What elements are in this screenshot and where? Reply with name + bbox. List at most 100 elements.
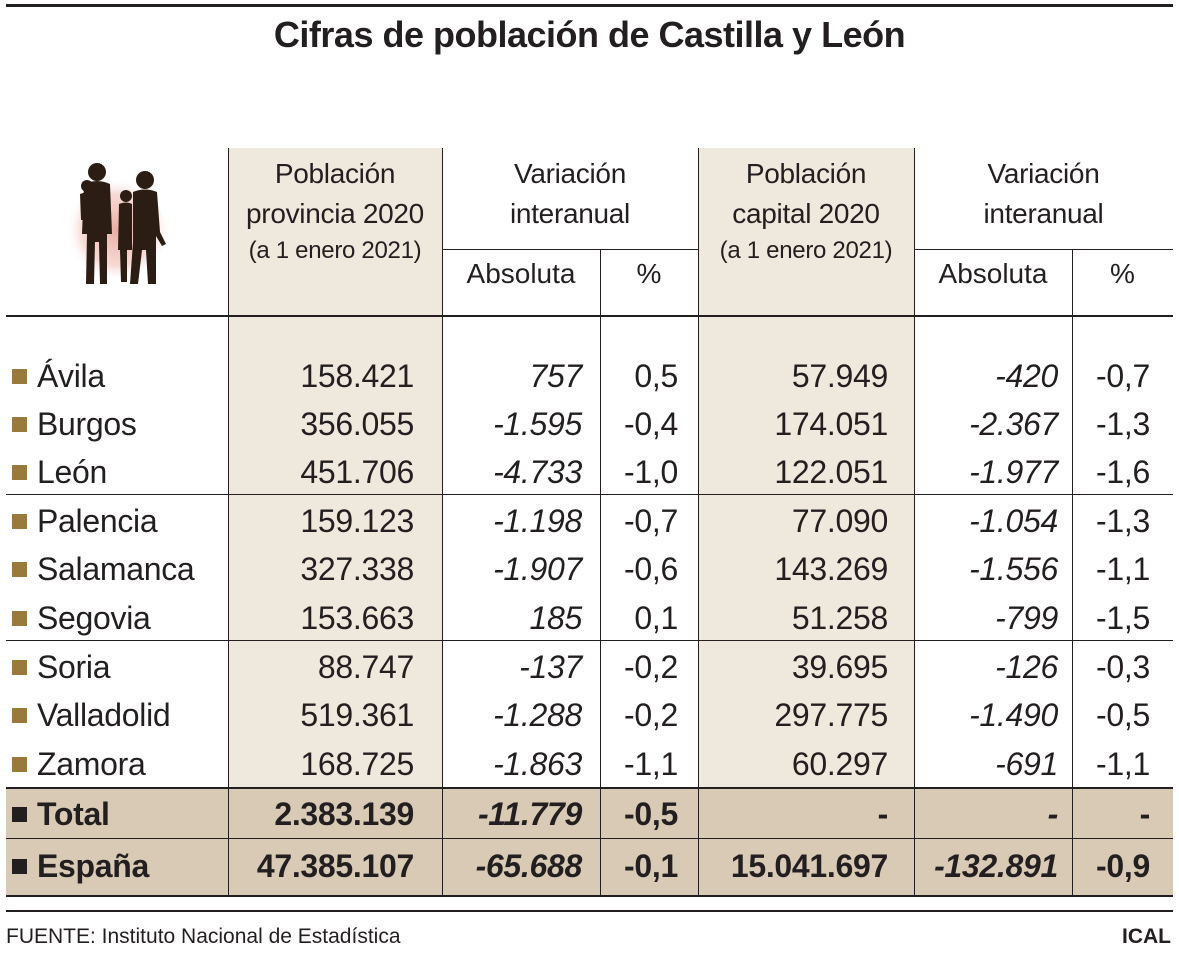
divider-v3 — [600, 249, 601, 896]
cell-pct-cap: -1,5 — [1096, 600, 1150, 636]
cell-pct-cap: -0,5 — [1096, 697, 1150, 733]
cell-pop-cap: 297.775 — [774, 697, 888, 733]
row-label: Palencia — [37, 503, 158, 539]
bullet-square — [12, 369, 27, 384]
table-row: Zamora 168.725 -1.863 -1,1 60.297 -691 -1,1 — [0, 740, 1179, 788]
row-label: España — [37, 848, 150, 884]
cell-pct-prov: -1,1 — [624, 746, 678, 782]
cell-abs-cap: -1.054 — [969, 503, 1058, 539]
table-row: Valladolid 519.361 -1.288 -0,2 297.775 -1.490… — [0, 691, 1179, 739]
divider-v5 — [914, 148, 915, 896]
cell-pct-cap: -0,3 — [1096, 649, 1150, 685]
totals-top-line — [6, 787, 1173, 789]
cell-pop-cap: 51.258 — [791, 600, 888, 636]
cell-pct-prov: -1,0 — [624, 454, 678, 490]
row-name: Burgos — [12, 400, 137, 448]
table-row: Palencia 159.123 -1.198 -0,7 77.090 -1.054 -1,… — [0, 497, 1179, 545]
table-row: Total 2.383.139 -11.779 -0,5 - - - — [0, 790, 1179, 838]
cell-pop-cap: 60.297 — [791, 746, 888, 782]
bullet-square — [12, 660, 27, 675]
cell-abs-cap: -126 — [995, 649, 1058, 685]
header-variacion-provincia-line2: interanual — [510, 198, 630, 229]
cell-pct-prov: -0,7 — [624, 503, 678, 539]
divider-v2 — [442, 148, 443, 896]
credit-label: ICAL — [1122, 925, 1171, 948]
table-row: Salamanca 327.338 -1.907 -0,6 143.269 -1.556 -… — [0, 545, 1179, 593]
cell-abs-prov: -1.198 — [493, 503, 582, 539]
cell-pop-prov: 451.706 — [300, 454, 414, 490]
cell-pop-cap: 57.949 — [791, 358, 888, 394]
cell-pop-prov: 153.663 — [300, 600, 414, 636]
cell-pct-cap: -1,6 — [1096, 454, 1150, 490]
bullet-square — [12, 611, 27, 626]
cell-pct-prov: 0,5 — [634, 358, 678, 394]
table-row: Burgos 356.055 -1.595 -0,4 174.051 -2.367 -1,3 — [0, 400, 1179, 448]
group-separator-2 — [6, 640, 1173, 641]
cell-pop-prov: 519.361 — [300, 697, 414, 733]
row-name: Salamanca — [12, 545, 195, 593]
bullet-square — [12, 859, 27, 874]
subheader-absoluta-capital: Absoluta — [938, 258, 1048, 289]
cell-abs-cap: -132.891 — [934, 848, 1058, 884]
cell-abs-prov: 757 — [529, 358, 583, 394]
cell-pop-prov: 356.055 — [300, 406, 414, 442]
bullet-square — [12, 514, 27, 529]
cell-pop-cap: 77.090 — [791, 503, 888, 539]
bullet-square — [12, 757, 27, 772]
cell-abs-cap: - — [1047, 796, 1059, 832]
row-label: Zamora — [37, 746, 146, 782]
header-poblacion-capital-line1: Población — [745, 158, 867, 189]
footer-line — [6, 910, 1173, 912]
provincia-column-shade — [228, 148, 442, 788]
cell-pop-cap: 174.051 — [774, 406, 888, 442]
row-label: Ávila — [37, 358, 105, 394]
row-name: Total — [12, 790, 110, 838]
cell-abs-prov: -1.863 — [493, 746, 582, 782]
cell-pct-prov: -0,4 — [624, 406, 678, 442]
cell-pop-prov: 159.123 — [300, 503, 414, 539]
subheader-pct-provincia: % — [636, 258, 662, 289]
cell-pct-cap: - — [1139, 796, 1151, 832]
cell-pop-prov: 168.725 — [300, 746, 414, 782]
cell-pop-cap: 15.041.697 — [730, 848, 888, 884]
cell-pop-prov: 88.747 — [317, 649, 414, 685]
cell-pct-cap: -1,3 — [1096, 406, 1150, 442]
header-poblacion-provincia-line2: provincia 2020 — [246, 198, 424, 229]
header-poblacion-provincia-line1: Población — [274, 158, 396, 189]
cell-pct-prov: -0,6 — [624, 551, 678, 587]
chart-title: Cifras de población de Castilla y León — [273, 14, 906, 55]
header-poblacion-capital: Población capital 2020 (a 1 enero 2021) — [698, 154, 914, 268]
group-separator-1 — [6, 494, 1173, 495]
row-label: Burgos — [37, 406, 137, 442]
header-poblacion-provincia-line3: (a 1 enero 2021) — [248, 237, 422, 264]
cell-abs-cap: -420 — [995, 358, 1058, 394]
row-name: España — [12, 838, 149, 894]
row-name: Palencia — [12, 497, 158, 545]
cell-pct-prov: -0,1 — [624, 848, 678, 884]
table-bottom-line — [6, 895, 1173, 897]
table-row: León 451.706 -4.733 -1,0 122.051 -1.977 -1,6 — [0, 448, 1179, 496]
cell-abs-cap: -1.556 — [969, 551, 1058, 587]
totals-shade — [6, 788, 1173, 896]
row-name: Soria — [12, 643, 111, 691]
subheader-pct-capital: % — [1110, 258, 1135, 289]
cell-abs-prov: -1.288 — [493, 697, 582, 733]
cell-pct-prov: 0,1 — [634, 600, 678, 636]
cell-abs-cap: -799 — [995, 600, 1058, 636]
header-poblacion-capital-line3: (a 1 enero 2021) — [719, 237, 893, 264]
cell-abs-cap: -1.977 — [969, 454, 1058, 490]
table-row: Soria 88.747 -137 -0,2 39.695 -126 -0,3 — [0, 643, 1179, 691]
capital-column-shade — [698, 148, 914, 788]
row-label: Segovia — [37, 600, 151, 636]
cell-pct-prov: -0,5 — [624, 796, 678, 832]
cell-abs-prov: -1.595 — [493, 406, 582, 442]
table-row: España 47.385.107 -65.688 -0,1 15.041.697 -13… — [0, 838, 1179, 894]
bullet-square — [12, 562, 27, 577]
source-note: FUENTE: Instituto Nacional de Estadístic… — [6, 925, 401, 948]
header-poblacion-capital-line2: capital 2020 — [732, 198, 880, 229]
divider-v6 — [1072, 249, 1073, 896]
bullet-square — [12, 465, 27, 480]
row-label: Valladolid — [37, 697, 171, 733]
cell-pop-cap: 39.695 — [791, 649, 888, 685]
cell-abs-cap: -691 — [995, 746, 1058, 782]
